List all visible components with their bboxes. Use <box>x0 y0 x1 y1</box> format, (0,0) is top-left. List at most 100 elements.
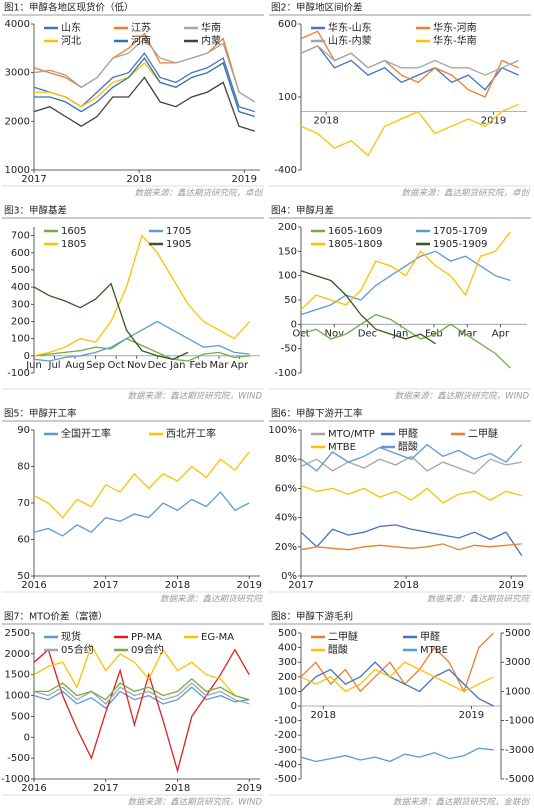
series-line <box>33 491 250 537</box>
x-tick-label: Mar <box>209 360 229 371</box>
data-source: 数据来源：鑫达期货研究院，WIND <box>395 391 530 402</box>
x-tick-label: Feb <box>425 328 443 339</box>
y-tick-label: 100 <box>278 92 297 103</box>
series-line <box>33 234 251 357</box>
chart-title: 图4：甲醇月差 <box>271 205 334 217</box>
x-tick-label: Jan <box>392 328 408 339</box>
legend-label: 1905 <box>166 239 191 250</box>
data-source: 数据来源：鑫达期货研究院 <box>427 594 531 605</box>
y-tick-label: 2000 <box>5 649 30 660</box>
y-tick-label: -1000 <box>1 774 30 785</box>
series-line <box>33 76 255 132</box>
legend-label: PP-MA <box>131 632 162 643</box>
x-tick-label: Nov <box>127 360 147 371</box>
chart-title: 图5：甲醇开工率 <box>4 408 77 420</box>
x-tick-label: Nov <box>324 328 344 339</box>
series-line <box>300 661 494 693</box>
series-line <box>33 451 250 519</box>
legend-label: 醋酸 <box>328 643 348 656</box>
series-line <box>33 643 250 701</box>
y-tick-label: 80% <box>275 454 297 465</box>
legend-label: 1805-1809 <box>328 239 383 250</box>
data-source: 数据来源：鑫达期货研究院，卓创 <box>134 188 263 199</box>
legend-label: 华东-山东 <box>328 21 372 34</box>
y-tick-label: 0 <box>291 701 297 712</box>
x-tick-label: Apr <box>492 328 510 339</box>
y-tick-label: 40% <box>275 513 297 524</box>
x-tick-label: Sep <box>86 360 105 371</box>
legend-label: 江苏 <box>131 21 151 34</box>
y-tick-label: 0 <box>24 732 30 743</box>
x-tick-label: 2018 <box>310 710 335 721</box>
legend-label: 内蒙 <box>201 34 221 47</box>
x-tick-label: Jul <box>48 360 61 371</box>
y-tick-label: 1000 <box>5 165 30 176</box>
data-source: 数据来源：鑫达期货研究院，金联创 <box>393 797 531 808</box>
legend-label: 二甲醚 <box>468 427 498 440</box>
series-line <box>300 747 494 763</box>
x-tick-label: Apr <box>231 360 249 371</box>
y-tick-label: 1500 <box>5 670 30 681</box>
x-tick-label: Jun <box>25 360 42 371</box>
y2-tick-label: 1000 <box>505 686 530 697</box>
series-line <box>300 661 494 707</box>
legend-label: 1605-1609 <box>328 226 383 237</box>
x-tick-label: Mar <box>458 328 478 339</box>
y-tick-label: 600 <box>278 19 297 30</box>
series-line <box>33 320 250 362</box>
y-tick-label: 500 <box>11 711 30 722</box>
legend-label: 全国开工率 <box>61 427 111 440</box>
x-tick-label: 2016 <box>21 580 46 591</box>
x-tick-label: 2018 <box>313 116 338 127</box>
y-tick-label: 400 <box>278 643 297 654</box>
x-tick-label: 2018 <box>126 174 151 185</box>
x-tick-label: Oct <box>108 360 125 371</box>
legend-label: 二甲醚 <box>328 630 358 643</box>
legend-label: EG-MA <box>201 632 234 643</box>
y-tick-label: 100 <box>278 686 297 697</box>
y-tick-label: 3000 <box>5 68 30 79</box>
chart-title: 图2：甲醇地区间价差 <box>271 2 363 14</box>
series-line <box>34 56 255 118</box>
series-line <box>300 524 523 556</box>
x-tick-label: 2019 <box>232 174 257 185</box>
series-line <box>300 313 511 369</box>
x-tick-label: 2019 <box>459 710 484 721</box>
data-source: 数据来源：鑫达期货研究院，WIND <box>128 391 263 402</box>
y-tick-label: 0 <box>291 319 297 330</box>
y-tick-label: 60% <box>275 483 297 494</box>
y-tick-label: 200 <box>278 222 297 233</box>
y2-tick-label: -3000 <box>505 745 534 756</box>
legend-label: 甲醛 <box>420 630 440 643</box>
x-tick-label: 2016 <box>21 783 46 794</box>
series-line <box>33 32 256 103</box>
y-tick-label: 0% <box>281 571 297 582</box>
x-tick-label: 2019 <box>237 580 262 591</box>
x-tick-label: Jan <box>169 360 185 371</box>
series-line <box>33 37 256 103</box>
legend-label: 甲醛 <box>398 427 418 440</box>
legend-label: 1605 <box>61 226 86 237</box>
y-tick-label: 70 <box>17 498 30 509</box>
legend-label: 山东-内蒙 <box>328 34 372 47</box>
legend-label: 醋酸 <box>398 440 418 453</box>
legend-label: MTBE <box>420 645 448 656</box>
legend-label: 05合约 <box>61 643 94 656</box>
series-line <box>300 455 522 475</box>
y-tick-label: -400 <box>274 165 297 176</box>
x-tick-label: Dec <box>358 328 377 339</box>
x-tick-label: 2017 <box>21 174 46 185</box>
y-tick-label: 20% <box>275 542 297 553</box>
y-tick-label: 700 <box>11 231 30 242</box>
legend-label: 华东-华南 <box>433 34 477 47</box>
y-tick-label: 300 <box>11 299 30 310</box>
y2-tick-label: -5000 <box>505 774 534 785</box>
x-tick-label: 2018 <box>165 580 190 591</box>
x-tick-label: 2019 <box>237 783 262 794</box>
series-line <box>33 337 250 362</box>
x-tick-label: Dec <box>148 360 167 371</box>
x-tick-label: Aug <box>65 360 85 371</box>
y-tick-label: 2000 <box>5 116 30 127</box>
y-tick-label: 500 <box>11 265 30 276</box>
